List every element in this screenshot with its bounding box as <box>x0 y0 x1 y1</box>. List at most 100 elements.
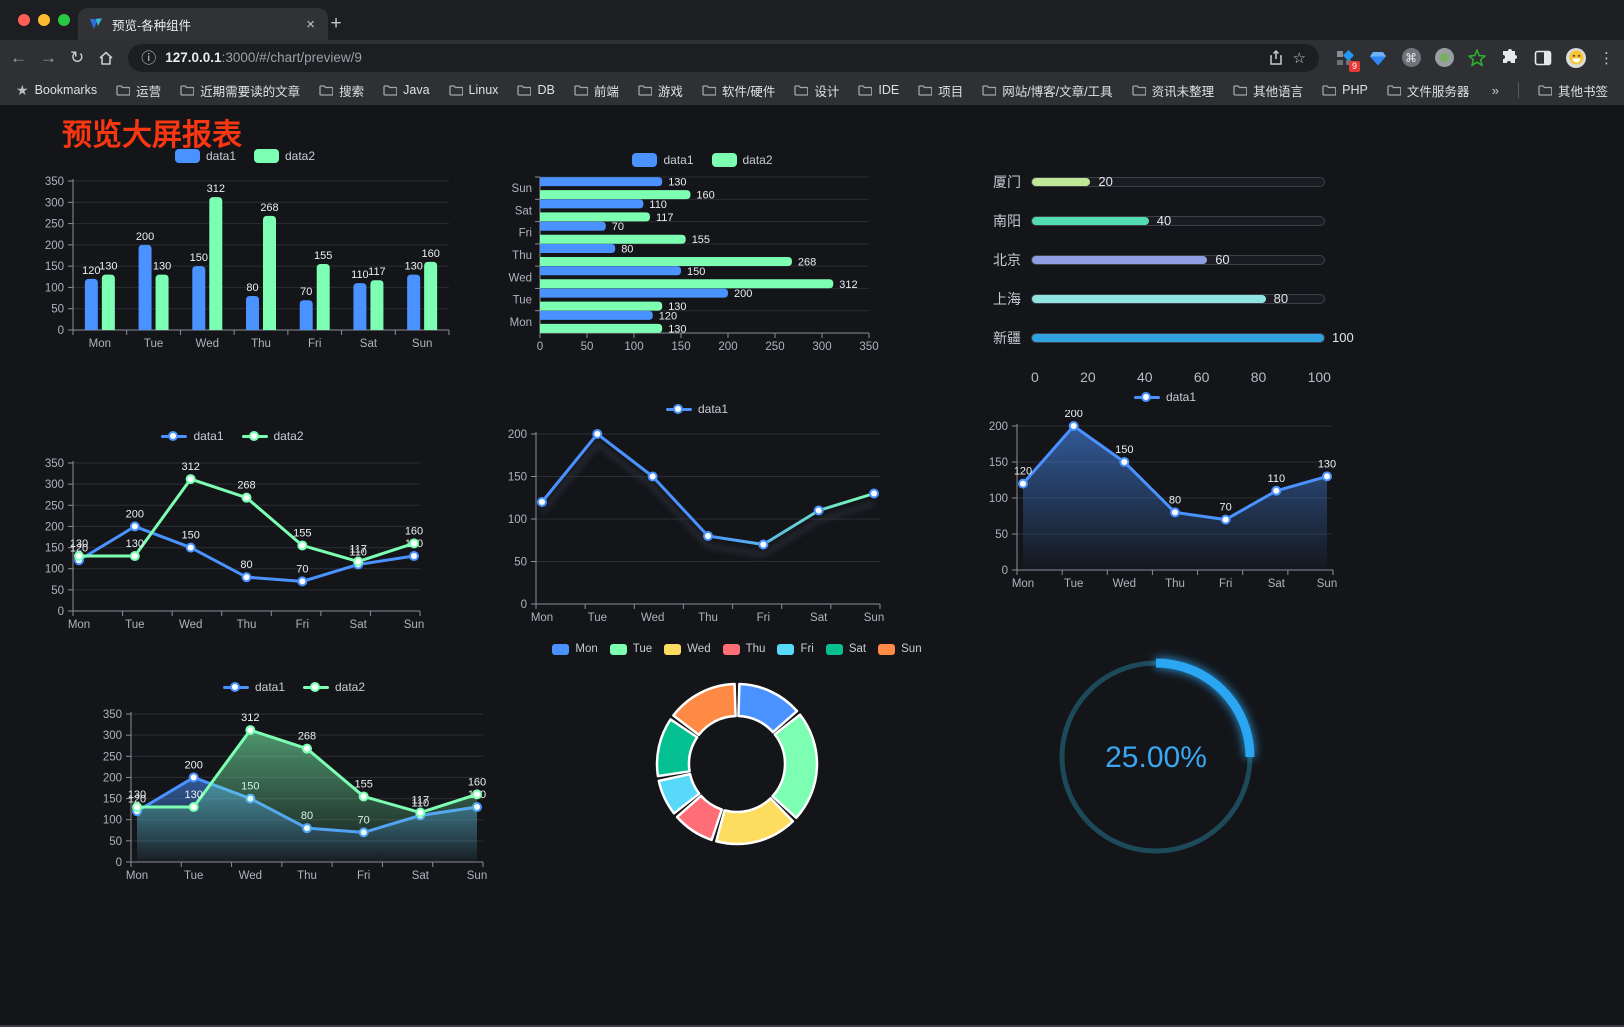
grid-diamond-extension-icon[interactable]: 9 <box>1335 48 1360 72</box>
tab-close-icon[interactable]: × <box>306 15 315 33</box>
svg-text:70: 70 <box>296 563 308 575</box>
bookmark-folder-item[interactable]: 游戏 <box>638 81 683 100</box>
chart-gauge[interactable]: 25.00% <box>1046 647 1266 867</box>
site-info-icon[interactable]: ⓘ <box>141 50 157 67</box>
bookmarks-divider <box>1517 82 1519 98</box>
svg-text:350: 350 <box>859 341 878 353</box>
close-window-button[interactable] <box>18 14 30 26</box>
command-extension-icon[interactable]: ⌘ <box>1401 48 1421 68</box>
svg-text:300: 300 <box>45 197 64 209</box>
legend-item-data2[interactable]: data2 <box>241 429 304 443</box>
browser-tab[interactable]: 预览-各种组件 × <box>78 8 328 40</box>
chart-grouped-bar[interactable]: data1 data2 0 50 100 150 200 250 300 350 Mon 120 130… <box>35 146 455 354</box>
chart-dual-line[interactable]: data1 data2 0 50 100 150 200 250 300 350 Mon Tue Wed… <box>35 426 430 637</box>
bookmark-folder-item[interactable]: 网站/博客/文章/工具 <box>982 81 1113 100</box>
chart-gradient-line[interactable]: data1 0 50 100 150 200 Mon Tue Wed Thu Fri Sat Sun <box>502 399 892 634</box>
bookmark-folder-item[interactable]: DB <box>517 83 555 97</box>
star-icon: ★ <box>16 81 29 98</box>
svg-text:155: 155 <box>692 234 710 246</box>
bookmark-folder-item[interactable]: 项目 <box>918 81 963 100</box>
chart-donut[interactable]: Mon Tue Wed Thu Fri Sat Sun <box>552 639 922 854</box>
bookmark-folder-item[interactable]: 文件服务器 <box>1387 81 1469 100</box>
svg-text:0: 0 <box>58 606 64 618</box>
legend-item-data2[interactable]: data2 <box>303 680 365 694</box>
bookmark-folder-item[interactable]: 运营 <box>116 81 161 100</box>
chart-legend: Mon Tue Wed Thu Fri Sat Sun <box>552 639 922 659</box>
bookmark-folder-item[interactable]: 搜索 <box>319 81 364 100</box>
line-chart-canvas: 0 50 100 150 200 250 300 350 Mon Tue Wed Thu Fri Sat S… <box>45 458 424 631</box>
progress-fill <box>1032 177 1091 186</box>
bookmark-folder-item[interactable]: 其他语言 <box>1233 81 1303 100</box>
bookmark-folder-item[interactable]: 设计 <box>794 81 839 100</box>
legend-item-fri[interactable]: Fri <box>777 643 814 655</box>
legend-item-tue[interactable]: Tue <box>609 643 652 655</box>
chart-dual-area[interactable]: data1 data2 0 50 100 150 200 250 300 350 Mon Tue Wed… <box>95 677 493 890</box>
svg-text:130: 130 <box>153 261 171 273</box>
legend-item-data1[interactable]: data1 <box>174 149 236 163</box>
extensions-puzzle-icon[interactable] <box>1500 48 1520 68</box>
browser-menu-icon[interactable]: ⋮ <box>1599 49 1614 67</box>
bookmark-folder-item[interactable]: 软件/硬件 <box>702 81 775 100</box>
reload-icon[interactable]: ↻ <box>70 48 85 67</box>
gem-extension-icon[interactable] <box>1368 48 1388 68</box>
svg-text:Wed: Wed <box>196 338 219 350</box>
legend-line-marker <box>665 403 692 415</box>
progress-fill <box>1032 294 1266 303</box>
legend-item-thu[interactable]: Thu <box>722 643 765 655</box>
green-star-extension-icon[interactable] <box>1467 48 1487 68</box>
bookmark-folder-item[interactable]: Linux <box>448 83 498 97</box>
bookmark-folder-label: 游戏 <box>657 84 683 99</box>
share-icon[interactable] <box>1268 49 1284 66</box>
legend-rect-marker <box>632 153 658 167</box>
new-tab-button[interactable]: + <box>330 13 342 34</box>
legend-item-data1[interactable]: data1 <box>222 680 285 694</box>
other-bookmarks-folder[interactable]: 其他书签 <box>1538 81 1608 100</box>
progress-label: 厦门 <box>993 173 1021 190</box>
folder-icon <box>1233 84 1248 96</box>
profile-avatar[interactable] <box>1566 47 1586 68</box>
legend-item-data1[interactable]: data1 <box>632 153 694 167</box>
chart-horizontal-bar[interactable]: data1 data2 0 50 100 150 200 250 300 350 Sun 130 160… <box>500 150 905 357</box>
svg-text:250: 250 <box>45 500 64 512</box>
zoom-window-button[interactable] <box>58 14 70 26</box>
bookmark-folder-item[interactable]: PHP <box>1322 83 1368 97</box>
bookmark-folder-item[interactable]: Java <box>383 83 430 97</box>
bookmark-folder-item[interactable]: 前端 <box>574 81 619 100</box>
legend-item-sun[interactable]: Sun <box>878 643 922 655</box>
svg-text:Fri: Fri <box>357 870 370 882</box>
legend-item-mon[interactable]: Mon <box>552 643 598 655</box>
legend-item-wed[interactable]: Wed <box>664 643 711 655</box>
svg-text:0: 0 <box>116 857 122 869</box>
legend-line-marker <box>1133 391 1160 403</box>
legend-item-sat[interactable]: Sat <box>825 643 866 655</box>
folder-icon <box>918 84 933 96</box>
folder-icon <box>319 84 334 96</box>
bookmark-star-icon[interactable]: ☆ <box>1292 49 1306 67</box>
svg-text:200: 200 <box>989 421 1008 433</box>
svg-text:Sat: Sat <box>350 619 368 631</box>
home-icon[interactable] <box>97 49 115 67</box>
bookmark-folder-item[interactable]: IDE <box>858 83 899 97</box>
svg-text:130: 130 <box>128 789 146 801</box>
bookmark-folder-item[interactable]: 资讯未整理 <box>1131 81 1214 100</box>
minimize-window-button[interactable] <box>38 14 50 26</box>
legend-item-data2[interactable]: data2 <box>711 153 773 167</box>
side-panel-icon[interactable] <box>1533 48 1553 68</box>
bookmarks-label[interactable]: ★ Bookmarks <box>16 81 98 98</box>
bookmark-folder-item[interactable]: 近期需要读的文章 <box>180 81 300 100</box>
legend-item-data1[interactable]: data1 <box>161 429 224 443</box>
legend-item-data1[interactable]: data1 <box>1133 390 1196 404</box>
svg-text:350: 350 <box>45 176 64 188</box>
chart-area-line[interactable]: data1 0 50 100 150 200 Mon Tue Wed Thu Fri Sat Sun 12… <box>985 387 1345 598</box>
chart-city-progress[interactable]: 厦门 20 南阳 40 北京 60 上海 80 新疆 100 0 20 40 60 80 100 <box>985 162 1365 386</box>
address-bar[interactable]: ⓘ 127.0.0.1:3000/#/chart/preview/9 ☆ <box>128 43 1319 72</box>
legend-item-data1[interactable]: data1 <box>665 402 728 416</box>
progress-label: 新疆 <box>993 329 1021 346</box>
forward-icon[interactable]: → <box>40 48 57 67</box>
bookmarks-overflow-chevron[interactable]: » <box>1491 82 1499 98</box>
record-extension-icon[interactable] <box>1434 48 1454 68</box>
svg-text:150: 150 <box>45 543 64 555</box>
svg-text:155: 155 <box>314 250 332 262</box>
back-icon[interactable]: ← <box>10 48 27 67</box>
legend-item-data2[interactable]: data2 <box>254 149 315 163</box>
